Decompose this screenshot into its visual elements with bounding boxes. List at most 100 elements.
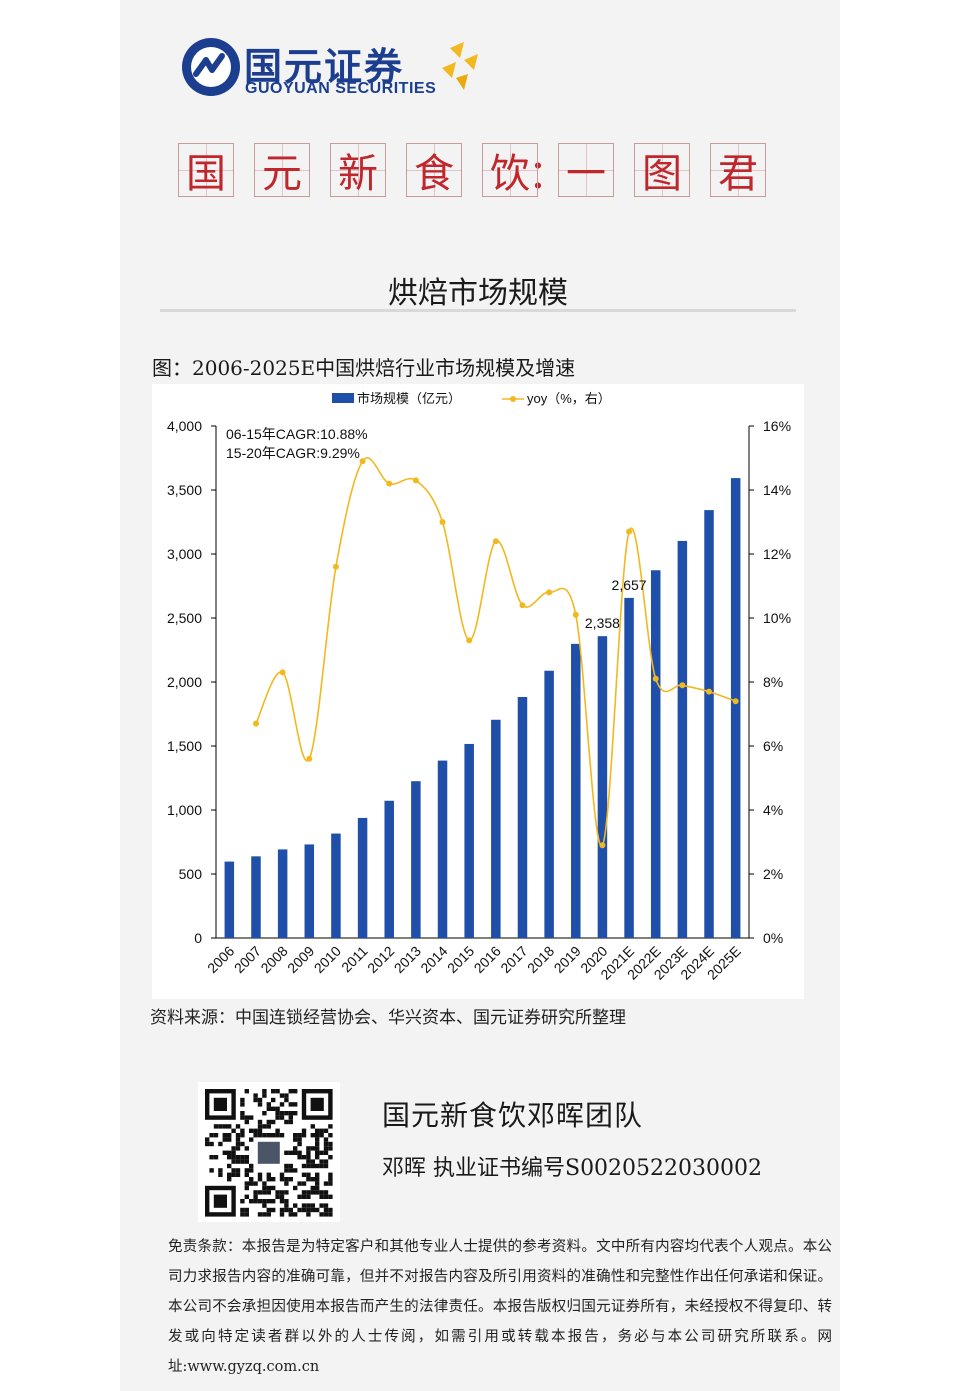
qr-module: [297, 1141, 302, 1147]
left-axis-tick-label: 3,500: [167, 482, 202, 498]
qr-module: [319, 1190, 324, 1195]
qr-module: [235, 1133, 241, 1138]
qr-module: [249, 1163, 254, 1169]
qr-module: [244, 1146, 249, 1151]
qr-module: [275, 1133, 280, 1138]
banner-char: 饮: [482, 143, 538, 197]
qr-module: [323, 1159, 329, 1164]
qr-module: [253, 1128, 258, 1133]
x-tick-label: 2016: [471, 943, 504, 976]
right-axis-tick-label: 16%: [763, 418, 791, 434]
yoy-point-2012: [386, 480, 393, 487]
qr-module: [306, 1177, 311, 1182]
qr-module: [262, 1212, 267, 1217]
qr-module: [240, 1115, 245, 1120]
qr-module: [284, 1119, 289, 1125]
qr-module: [235, 1159, 241, 1164]
bar-2013: [411, 781, 421, 938]
qr-module: [297, 1150, 302, 1155]
qr-module: [293, 1168, 298, 1173]
qr-module: [222, 1137, 227, 1142]
left-axis-tick-label: 4,000: [167, 418, 202, 434]
qr-module: [301, 1172, 307, 1177]
qr-module: [328, 1146, 333, 1151]
qr-module: [271, 1119, 276, 1125]
qr-module: [209, 1141, 214, 1147]
qr-module: [279, 1133, 285, 1138]
qr-module: [275, 1194, 280, 1199]
qr-module: [222, 1150, 227, 1155]
qr-module: [231, 1155, 236, 1160]
right-axis-tick-label: 8%: [763, 674, 783, 690]
x-tick-label: 2014: [417, 943, 450, 976]
qr-module: [262, 1181, 267, 1186]
qr-module: [235, 1124, 241, 1129]
qr-module: [275, 1128, 280, 1133]
qr-module: [266, 1207, 271, 1213]
yoy-point-2016: [492, 538, 499, 545]
qr-module: [284, 1093, 289, 1098]
qr-module: [319, 1203, 324, 1208]
yoy-point-2024E: [706, 688, 713, 695]
qr-module: [262, 1093, 267, 1098]
qr-module: [213, 1133, 219, 1138]
legend-bar-label: 市场规模（亿元）: [357, 391, 461, 406]
qr-module: [310, 1124, 315, 1129]
qr-module: [288, 1168, 293, 1173]
qr-module: [319, 1163, 324, 1169]
qr-module: [293, 1133, 298, 1138]
cagr-annotation: 15-20年CAGR:9.29%: [226, 445, 360, 461]
qr-module: [279, 1199, 285, 1204]
qr-module: [328, 1155, 333, 1160]
qr-module: [249, 1177, 254, 1182]
x-tick-label: 2015: [444, 943, 477, 976]
qr-module: [257, 1128, 263, 1133]
qr-module: [306, 1207, 311, 1213]
qr-module: [209, 1168, 214, 1173]
qr-module: [205, 1137, 210, 1142]
qr-module: [315, 1190, 320, 1195]
yoy-point-2013: [412, 477, 419, 484]
qr-module: [315, 1207, 320, 1213]
qr-module: [257, 1199, 263, 1204]
qr-module: [227, 1172, 232, 1177]
banner-char: 国: [178, 143, 234, 197]
bar-2023E: [677, 540, 688, 938]
qr-module: [284, 1163, 289, 1169]
qr-module: [253, 1181, 258, 1186]
yoy-point-2019: [572, 611, 579, 618]
qr-module: [279, 1207, 285, 1213]
qr-module: [257, 1124, 263, 1129]
qr-module: [271, 1177, 276, 1182]
qr-module: [323, 1212, 329, 1217]
qr-module: [266, 1199, 271, 1204]
qr-code-icon[interactable]: [198, 1082, 340, 1222]
qr-module: [218, 1124, 223, 1129]
yoy-point-2009: [306, 755, 313, 762]
qr-module: [262, 1124, 267, 1129]
qr-module: [323, 1150, 329, 1155]
qr-module: [249, 1137, 254, 1142]
qr-module: [235, 1168, 241, 1173]
qr-module: [284, 1203, 289, 1208]
qr-module: [271, 1199, 276, 1204]
qr-module: [301, 1133, 307, 1138]
column-banner: 国 元 新 食 饮 ： 一 图 君: [178, 143, 786, 199]
yoy-point-2025E: [732, 698, 739, 705]
bar-2020: [597, 636, 608, 938]
yoy-line: [255, 457, 736, 847]
qr-module: [279, 1093, 285, 1098]
qr-module: [310, 1146, 315, 1151]
qr-module: [310, 1163, 315, 1169]
qr-module: [275, 1115, 280, 1120]
qr-module: [257, 1119, 263, 1125]
yoy-point-2008: [279, 669, 286, 676]
qr-avatar: [257, 1141, 280, 1164]
bar-2014: [437, 760, 448, 938]
qr-module: [240, 1097, 245, 1103]
disclaimer: 免责条款：本报告是为特定客户和其他专业人士提供的参考资料。文中所有内容均代表个人…: [168, 1239, 832, 1375]
qr-module: [315, 1141, 320, 1147]
qr-module: [288, 1163, 293, 1169]
qr-module: [209, 1133, 214, 1138]
qr-module: [323, 1207, 329, 1213]
